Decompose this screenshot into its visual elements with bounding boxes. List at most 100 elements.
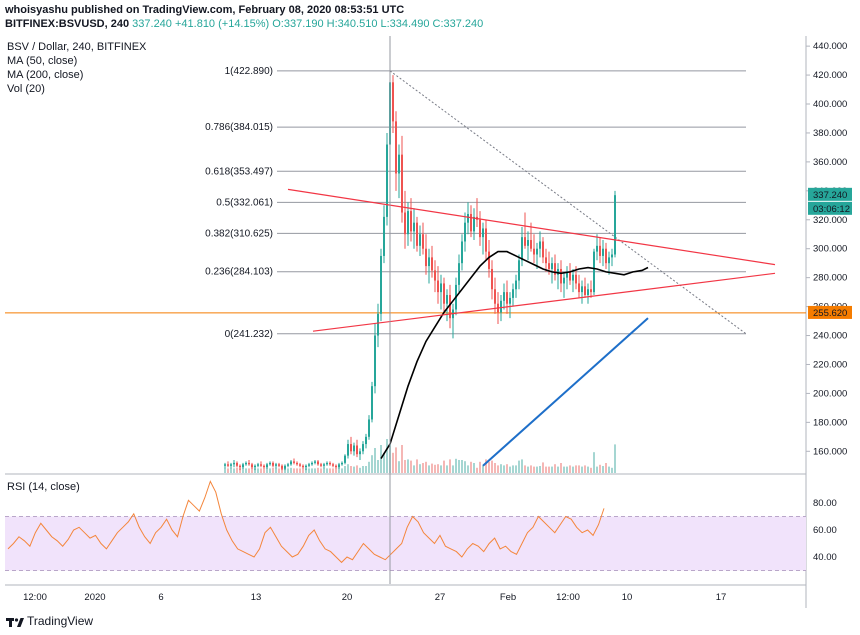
volume-bar xyxy=(347,464,349,473)
candle-body xyxy=(443,283,445,304)
volume-bar xyxy=(545,466,547,473)
volume-bar xyxy=(494,463,496,473)
volume-bar xyxy=(422,463,424,473)
price-tick-label-6: 280.000 xyxy=(813,273,847,284)
price-tick-label-12: 400.000 xyxy=(813,99,847,110)
volume-bar xyxy=(383,452,385,473)
candle-body xyxy=(254,465,256,468)
volume-bar xyxy=(587,466,589,473)
volume-bar xyxy=(275,468,277,473)
fib-label-6: 0(241.232) xyxy=(225,329,273,340)
candle-body xyxy=(503,292,505,301)
volume-bar xyxy=(287,468,289,473)
candle-body xyxy=(524,237,526,246)
volume-bar xyxy=(530,465,532,473)
candle-body xyxy=(530,240,532,249)
volume-bar xyxy=(482,465,484,473)
legend-title: BSV / Dollar, 240, BITFINEX xyxy=(7,41,147,53)
candle-body xyxy=(581,286,583,293)
time-tick-label-1: 2020 xyxy=(84,592,105,603)
candle-body xyxy=(413,222,415,232)
volume-bar xyxy=(479,461,481,473)
candle-body xyxy=(347,444,349,456)
candle-body xyxy=(536,248,538,255)
volume-bar xyxy=(296,468,298,473)
volume-bar xyxy=(512,465,514,473)
volume-bar xyxy=(341,468,343,473)
last-price-tag xyxy=(808,187,852,201)
volume-bar xyxy=(317,467,319,473)
candle-body xyxy=(515,280,517,290)
open-value: O:337.190 xyxy=(272,18,324,30)
chart-area[interactable]: 1(422.890) 0.786(384.015) 0.618(353.497) 0.… xyxy=(0,36,860,608)
candle-body xyxy=(302,465,304,468)
candle-body xyxy=(533,248,535,255)
chart-header: whoisyashu published on TradingView.com,… xyxy=(0,0,860,36)
publisher-text: whoisyashu published on TradingView.com,… xyxy=(5,4,405,16)
candle-body xyxy=(611,254,613,258)
candle-body xyxy=(401,154,403,213)
legend-ma200: MA (200, close) xyxy=(7,69,83,81)
volume-bar xyxy=(407,459,409,473)
candle-body xyxy=(338,464,340,468)
candle-body xyxy=(395,121,397,174)
volume-bar xyxy=(554,464,556,473)
volume-bar xyxy=(356,465,358,473)
volume-bar xyxy=(239,468,241,473)
candle-body xyxy=(440,283,442,293)
price-tags: 337.240 03:06:12 255.620 xyxy=(389,36,852,584)
candle-body xyxy=(458,263,460,285)
candle-body xyxy=(494,289,496,304)
candle-body xyxy=(248,462,250,465)
volume-bar xyxy=(353,466,355,473)
fib-label-0: 1(422.890) xyxy=(225,66,273,77)
candle-body xyxy=(227,464,229,466)
candle-body xyxy=(308,464,310,466)
candle-body xyxy=(383,216,385,256)
countdown-tag xyxy=(808,201,852,215)
volume-bar xyxy=(395,447,397,473)
candle-body xyxy=(311,462,313,465)
dotted-trendline xyxy=(389,70,747,335)
price-tick-label-7: 300.000 xyxy=(813,244,847,255)
candle-body xyxy=(365,436,367,445)
time-axis[interactable]: 12:00 2020 6 13 20 27 Feb 12:00 10 17 xyxy=(23,592,726,603)
volume-bar xyxy=(416,459,418,473)
volume-bar xyxy=(359,467,361,473)
candle-body xyxy=(578,283,580,293)
candle-body xyxy=(428,257,430,267)
symbol-line: BITFINEX:BSVUSD, 240 337.240 +41.810 (+1… xyxy=(5,18,483,30)
volume-bar xyxy=(440,465,442,473)
candle-body xyxy=(416,222,418,246)
candle-body xyxy=(356,445,358,455)
volume-bar xyxy=(566,466,568,473)
volume-bar xyxy=(278,468,280,473)
candle-body xyxy=(575,274,577,284)
volume-bar xyxy=(428,465,430,473)
candle-body xyxy=(569,271,571,281)
volume-bar xyxy=(599,464,601,473)
candle-body xyxy=(236,462,238,466)
candle-body xyxy=(557,268,559,275)
volume-bar xyxy=(299,468,301,473)
volume-bar xyxy=(401,445,403,473)
candle-body xyxy=(461,241,463,264)
volume-bar xyxy=(329,468,331,473)
price-axis[interactable]: 160.000180.000200.000220.000240.000260.0… xyxy=(806,41,847,457)
ma50-line xyxy=(380,250,649,459)
candle-body xyxy=(230,464,232,466)
symbol-name: BITFINEX:BSVUSD, 240 xyxy=(5,18,130,30)
price-tick-label-0: 160.000 xyxy=(813,446,847,457)
candle-body xyxy=(485,228,487,252)
candle-body xyxy=(491,268,493,290)
candle-body xyxy=(590,289,592,293)
volume-bar xyxy=(254,468,256,473)
legend-rsi: RSI (14, close) xyxy=(7,481,80,493)
candle-body xyxy=(572,274,574,281)
volume-bar xyxy=(311,468,313,473)
rsi-axis: 40.00 60.00 80.00 xyxy=(813,498,837,563)
volume-bar xyxy=(293,468,295,473)
volume-bar xyxy=(233,468,235,473)
volume-bar xyxy=(473,463,475,473)
volume-bar xyxy=(236,467,238,473)
